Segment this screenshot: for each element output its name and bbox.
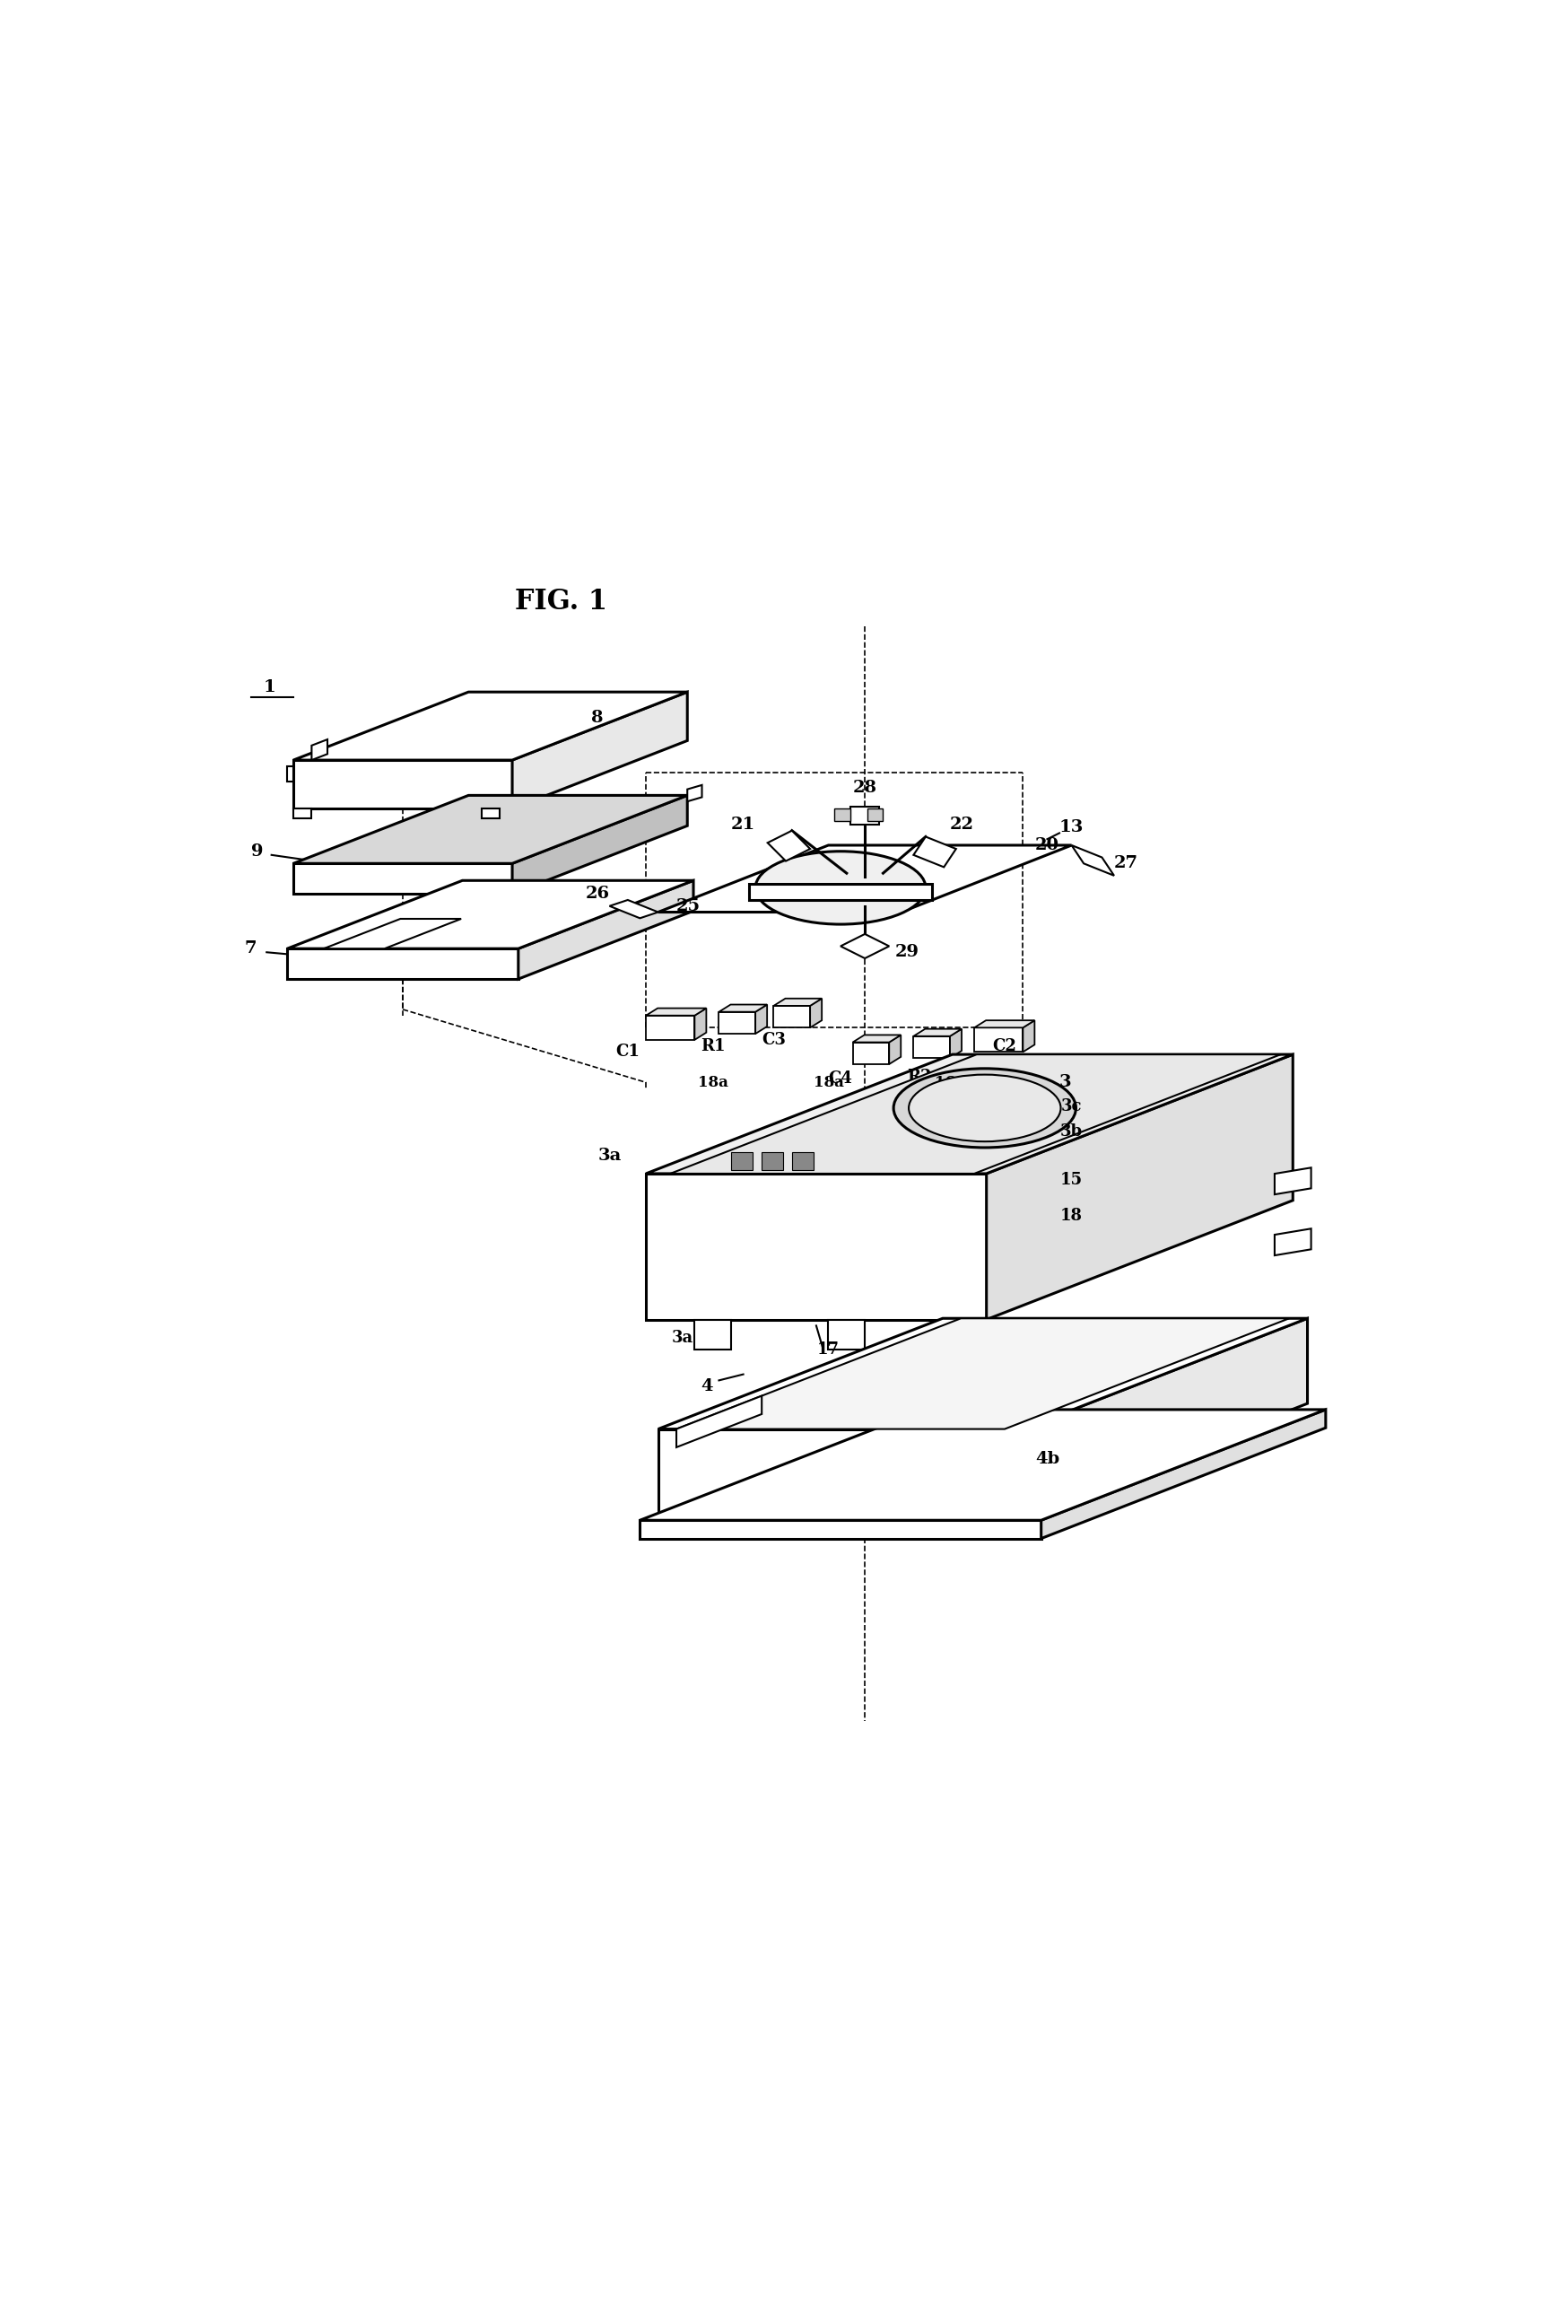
Text: 18a: 18a (698, 1074, 728, 1090)
Polygon shape (913, 1030, 961, 1037)
Polygon shape (950, 1030, 961, 1057)
Text: 16a: 16a (935, 1074, 964, 1090)
Polygon shape (760, 1153, 782, 1169)
Polygon shape (670, 1055, 1279, 1174)
Text: 3a: 3a (671, 1329, 693, 1346)
Text: 22: 22 (950, 816, 974, 832)
Text: 3a: 3a (597, 1148, 621, 1164)
Polygon shape (659, 1318, 1306, 1429)
Text: FIG. 1: FIG. 1 (514, 588, 607, 616)
Polygon shape (850, 806, 880, 825)
Text: 3c: 3c (1060, 1099, 1082, 1116)
Polygon shape (695, 1320, 731, 1350)
Polygon shape (853, 1034, 900, 1041)
Ellipse shape (908, 1074, 1060, 1141)
Text: 1: 1 (263, 679, 274, 695)
Polygon shape (1022, 1318, 1306, 1515)
Text: C2: C2 (993, 1039, 1016, 1055)
Text: 21: 21 (731, 816, 756, 832)
Ellipse shape (756, 851, 925, 925)
Polygon shape (659, 846, 1071, 911)
Polygon shape (513, 693, 687, 809)
Polygon shape (718, 1011, 756, 1034)
Polygon shape (809, 999, 822, 1027)
Polygon shape (1071, 846, 1113, 876)
Ellipse shape (894, 1069, 1076, 1148)
Text: R2: R2 (906, 1069, 931, 1085)
Polygon shape (1273, 1229, 1311, 1255)
Polygon shape (1041, 1411, 1325, 1538)
Polygon shape (646, 1055, 1292, 1174)
Polygon shape (517, 881, 693, 978)
Polygon shape (676, 1318, 1289, 1429)
Polygon shape (974, 1027, 1022, 1053)
Polygon shape (659, 1429, 1022, 1515)
Text: 27: 27 (1113, 855, 1138, 872)
Polygon shape (767, 830, 809, 860)
Polygon shape (913, 1037, 950, 1057)
Polygon shape (792, 1153, 814, 1169)
Text: 8: 8 (591, 709, 604, 725)
Polygon shape (773, 1006, 809, 1027)
Polygon shape (1273, 1167, 1311, 1195)
Polygon shape (293, 760, 513, 809)
Text: C3: C3 (760, 1032, 786, 1048)
Text: 7: 7 (245, 941, 257, 957)
Polygon shape (640, 1520, 1041, 1538)
Polygon shape (293, 693, 687, 760)
Text: 18: 18 (1060, 1208, 1082, 1225)
Text: 26: 26 (585, 885, 610, 902)
Polygon shape (867, 809, 883, 820)
Polygon shape (646, 1016, 695, 1039)
Polygon shape (913, 837, 955, 867)
Text: 13: 13 (1058, 818, 1083, 834)
Polygon shape (646, 1174, 986, 1320)
Text: 17: 17 (817, 1341, 839, 1357)
Text: 20: 20 (1035, 837, 1058, 853)
Polygon shape (646, 1009, 706, 1016)
Text: 3: 3 (1058, 1074, 1071, 1090)
Polygon shape (773, 999, 822, 1006)
Polygon shape (1022, 1020, 1033, 1053)
Polygon shape (293, 809, 312, 818)
Polygon shape (287, 948, 517, 978)
Polygon shape (640, 1411, 1325, 1520)
Text: 3b: 3b (1060, 1122, 1082, 1139)
Polygon shape (687, 786, 701, 802)
Polygon shape (287, 881, 693, 948)
Polygon shape (986, 1055, 1292, 1320)
Text: 25: 25 (676, 897, 701, 913)
Polygon shape (695, 1009, 706, 1039)
Polygon shape (889, 1034, 900, 1064)
Polygon shape (853, 1041, 889, 1064)
Polygon shape (750, 883, 931, 899)
Polygon shape (481, 809, 500, 818)
Polygon shape (293, 865, 513, 895)
Polygon shape (731, 1153, 753, 1169)
Text: 9: 9 (251, 844, 263, 860)
Text: 4: 4 (701, 1378, 712, 1394)
Polygon shape (676, 1397, 762, 1448)
Text: R1: R1 (701, 1039, 724, 1055)
Polygon shape (513, 795, 687, 895)
Polygon shape (828, 1320, 864, 1350)
Polygon shape (323, 918, 461, 948)
Text: 28: 28 (853, 781, 877, 797)
Text: C1: C1 (615, 1043, 640, 1060)
Text: 15: 15 (1060, 1171, 1082, 1188)
Polygon shape (974, 1020, 1033, 1027)
Polygon shape (293, 795, 687, 865)
Polygon shape (610, 899, 659, 918)
Polygon shape (718, 1004, 767, 1011)
Polygon shape (834, 809, 850, 820)
Text: 4b: 4b (1035, 1452, 1058, 1466)
Polygon shape (312, 739, 328, 760)
Text: 18a: 18a (812, 1074, 844, 1090)
Polygon shape (756, 1004, 767, 1034)
Text: C4: C4 (828, 1071, 851, 1088)
Polygon shape (287, 767, 293, 781)
Polygon shape (840, 934, 889, 957)
Text: 29: 29 (895, 944, 919, 960)
